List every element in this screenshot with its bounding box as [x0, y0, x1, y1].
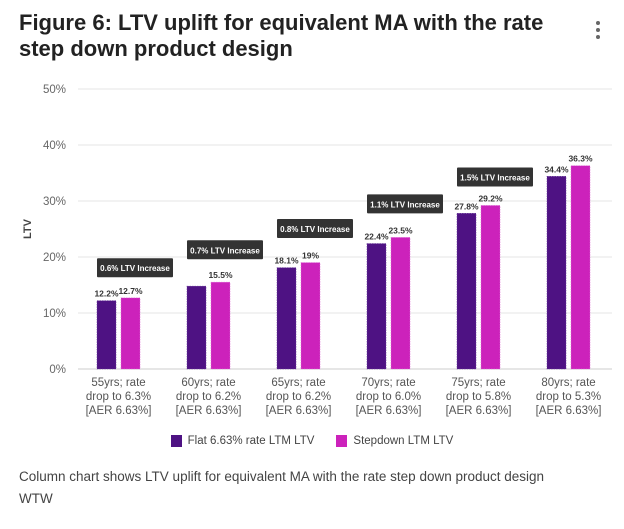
- bar-flat: [456, 213, 477, 370]
- legend-item-stepdown[interactable]: Stepdown LTM LTV: [336, 435, 453, 447]
- x-tick-label: drop to 6.2%: [266, 391, 331, 403]
- bar-flat: [186, 285, 207, 370]
- x-tick-label: drop to 5.3%: [536, 391, 601, 403]
- x-tick-label: drop to 6.3%: [86, 391, 151, 403]
- bar-flat: [546, 176, 567, 370]
- data-label: 15.5%: [208, 270, 233, 280]
- data-label: 18.1%: [274, 256, 299, 266]
- x-tick-label: drop to 5.8%: [446, 391, 511, 403]
- data-label: 23.5%: [388, 225, 413, 235]
- annotation-box: [97, 258, 173, 278]
- y-tick-label: 50%: [43, 84, 66, 96]
- x-tick-label: [AER 6.63%]: [356, 405, 422, 417]
- data-label: 34.4%: [544, 164, 569, 174]
- data-label: 12.2%: [94, 289, 119, 299]
- bar-stepdown: [390, 237, 411, 370]
- x-tick-label: [AER 6.63%]: [176, 405, 242, 417]
- bar-stepdown: [210, 281, 231, 370]
- annotation-label: 0.6% LTV Increase: [100, 264, 170, 273]
- y-tick-label: 20%: [43, 252, 66, 264]
- chart-source: WTW: [19, 491, 53, 506]
- bar-stepdown: [480, 205, 501, 370]
- bar-stepdown: [300, 262, 321, 370]
- annotation-box: [187, 240, 263, 260]
- x-tick-label: 75yrs; rate: [451, 377, 505, 389]
- x-tick-label: drop to 6.0%: [356, 391, 421, 403]
- y-axis-label: LTV: [22, 218, 34, 239]
- legend: Flat 6.63% rate LTM LTV Stepdown LTM LTV: [0, 435, 624, 447]
- data-label: 12.7%: [118, 286, 143, 296]
- bar-flat: [276, 267, 297, 370]
- legend-label-stepdown: Stepdown LTM LTV: [353, 435, 454, 447]
- annotation-label: 1.1% LTV Increase: [370, 200, 440, 209]
- x-tick-label: 70yrs; rate: [361, 377, 415, 389]
- annotation-box: [277, 219, 353, 238]
- bar-stepdown: [570, 165, 591, 370]
- data-label: 29.2%: [478, 193, 503, 203]
- data-label: 19%: [302, 251, 319, 261]
- y-tick-label: 0%: [49, 364, 66, 376]
- x-tick-label: [AER 6.63%]: [86, 405, 152, 417]
- legend-label-flat: Flat 6.63% rate LTM LTV: [187, 435, 315, 447]
- annotation-label: 0.8% LTV Increase: [280, 225, 350, 234]
- bar-flat: [366, 243, 387, 370]
- legend-swatch-stepdown: [336, 435, 348, 447]
- legend-swatch-flat: [170, 435, 182, 447]
- chart-caption: Column chart shows LTV uplift for equiva…: [19, 469, 545, 484]
- annotation-label: 0.7% LTV Increase: [190, 246, 260, 255]
- x-tick-label: [AER 6.63%]: [266, 405, 332, 417]
- bar-flat: [96, 300, 117, 370]
- annotation-label: 1.5% LTV Increase: [460, 173, 530, 182]
- x-tick-label: 65yrs; rate: [271, 377, 325, 389]
- y-tick-label: 10%: [43, 308, 66, 320]
- chart-title: Figure 6: LTV uplift for equivalent MA w…: [19, 10, 544, 61]
- y-tick-label: 40%: [43, 140, 66, 152]
- x-tick-label: [AER 6.63%]: [446, 405, 512, 417]
- kebab-menu-icon[interactable]: [594, 21, 602, 43]
- data-label: 22.4%: [364, 232, 389, 242]
- x-tick-label: 80yrs; rate: [541, 377, 595, 389]
- bar-stepdown: [120, 297, 141, 370]
- x-tick-label: drop to 6.2%: [176, 391, 241, 403]
- data-label: 27.8%: [454, 201, 479, 211]
- bar-chart: 0% 10% 20% 30% 40% 50% LTV 12.2% 12.7% 55yrs; rat…: [22, 84, 612, 417]
- annotation-box: [367, 194, 443, 214]
- x-tick-label: 60yrs; rate: [181, 377, 235, 389]
- y-tick-label: 30%: [43, 196, 66, 208]
- x-tick-label: 55yrs; rate: [91, 377, 145, 389]
- x-tick-label: [AER 6.63%]: [536, 405, 602, 417]
- legend-item-flat[interactable]: Flat 6.63% rate LTM LTV: [170, 435, 315, 447]
- data-label: 36.3%: [568, 154, 593, 164]
- annotation-box: [457, 167, 533, 187]
